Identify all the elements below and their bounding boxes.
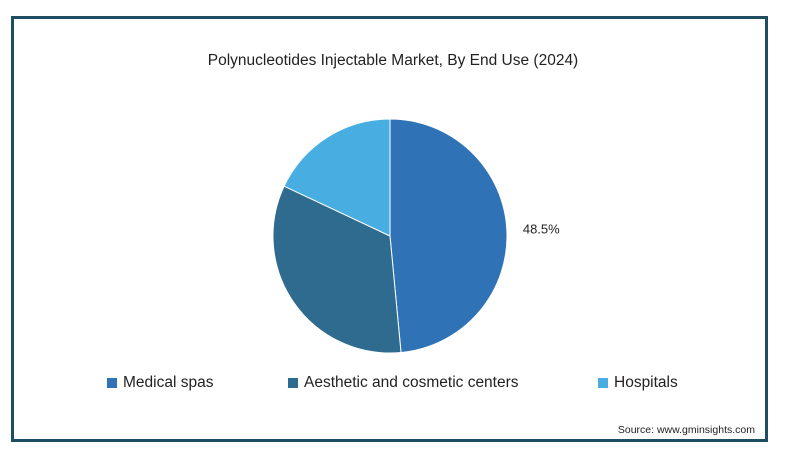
legend-swatch <box>598 378 608 388</box>
legend-item-medical-spas: Medical spas <box>107 374 213 392</box>
legend-item-aesthetic-centers: Aesthetic and cosmetic centers <box>288 374 519 392</box>
legend-item-hospitals: Hospitals <box>598 374 678 392</box>
slice-data-label: 48.5% <box>523 222 560 237</box>
legend-label: Aesthetic and cosmetic centers <box>304 374 519 391</box>
source-note: Source: www.gminsights.com <box>617 424 755 436</box>
pie-slice-hospitals <box>283 118 391 237</box>
legend-swatch <box>288 378 298 388</box>
pie-slice-aesthetic-and-cosmetic-centers <box>272 185 402 354</box>
legend-swatch <box>107 378 117 388</box>
pie-slice-medical-spas <box>389 118 508 354</box>
chart-title: Polynucleotides Injectable Market, By En… <box>207 52 579 69</box>
chart-legend: Medical spas Aesthetic and cosmetic cent… <box>0 374 786 394</box>
legend-label: Medical spas <box>123 374 214 391</box>
legend-label: Hospitals <box>614 374 678 391</box>
